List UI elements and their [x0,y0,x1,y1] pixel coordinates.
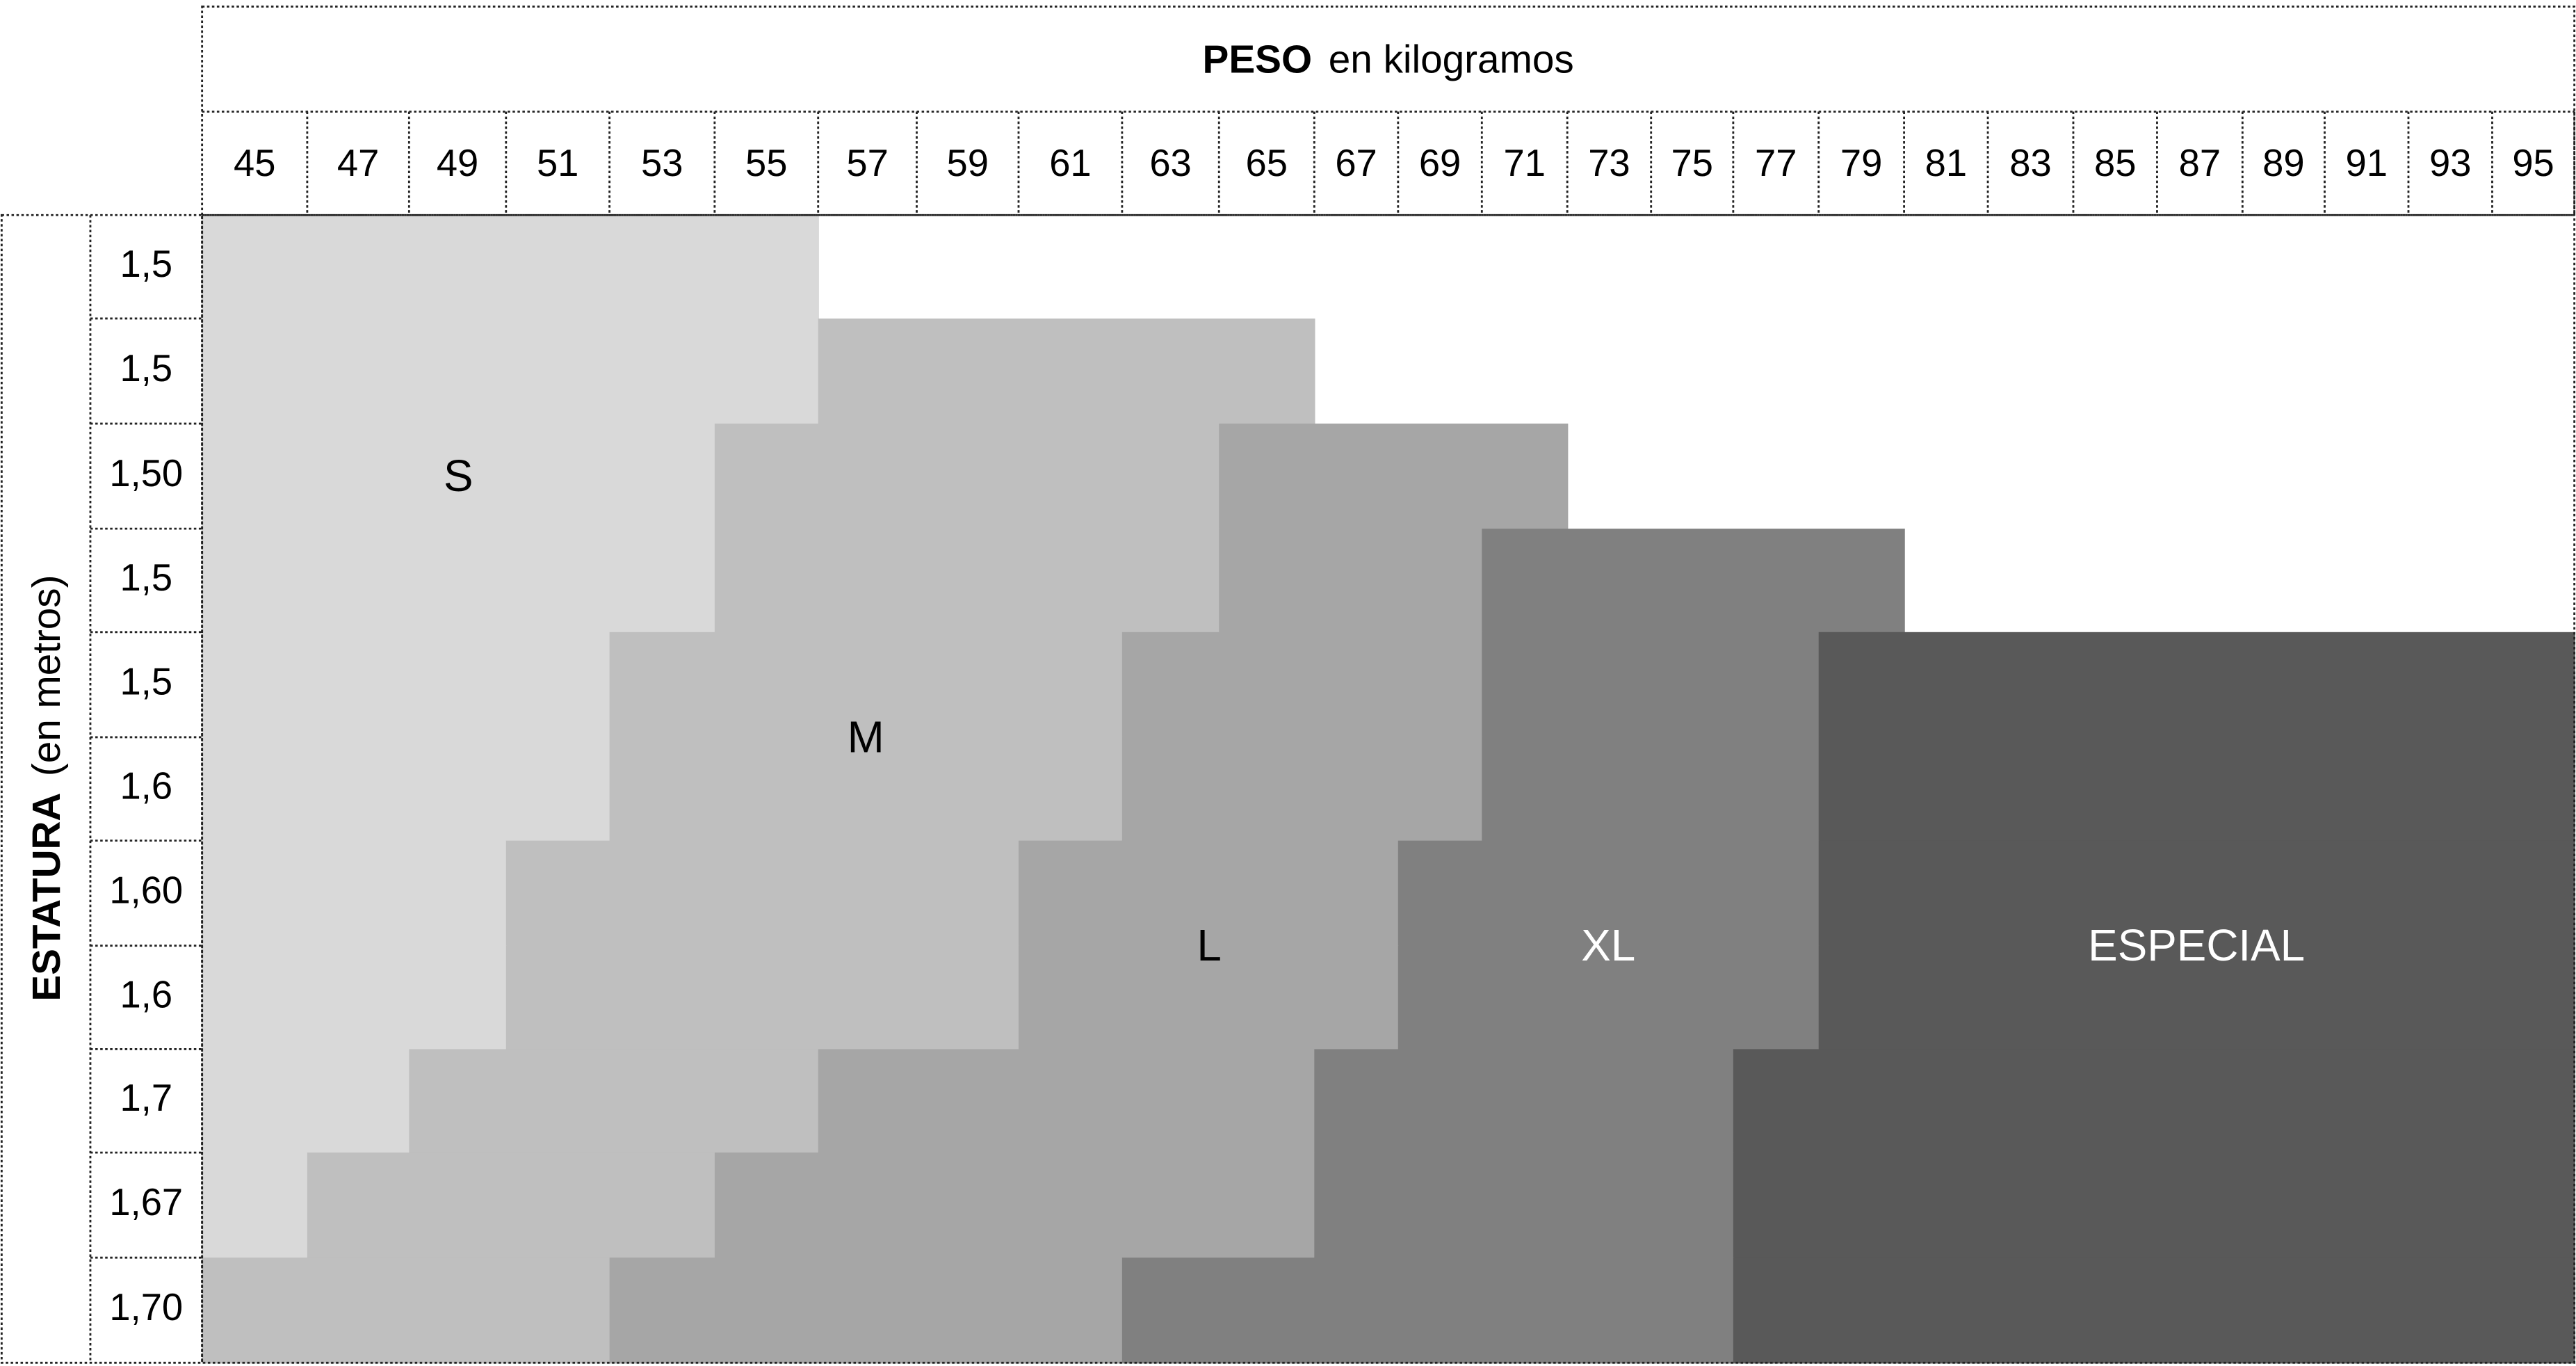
height-label: 1,7 [120,1077,173,1119]
weight-label: 61 [1049,142,1091,184]
zone-cell [1482,737,1820,842]
zone-cell [1018,945,1399,1050]
zone-cell [505,945,1020,1050]
weight-header: PESO en kilogramos [1203,38,1574,82]
zone-cell [714,1152,1315,1259]
height-header-rest: (en metros) [25,574,69,776]
zone-cell [202,737,610,842]
zone-cell [202,945,507,1050]
zone-cell [609,1257,1124,1364]
zone-cell [1818,840,2575,947]
weight-label: 49 [437,142,478,184]
zone-cell [1314,1049,1735,1154]
weight-label: 87 [2179,142,2221,184]
weight-label: 51 [537,142,578,184]
weight-label: 59 [947,142,989,184]
weight-label: 45 [234,142,275,184]
weight-label: 67 [1335,142,1377,184]
zone-label: ESPECIAL [2088,920,2305,970]
height-label: 1,6 [120,973,173,1015]
weight-label: 57 [846,142,888,184]
weight-label: 95 [2512,142,2554,184]
weight-label: 91 [2346,142,2388,184]
height-label: 1,6 [120,765,173,807]
weight-label: 83 [2009,142,2051,184]
zone-cell [1121,1257,1735,1364]
height-label: 1,67 [109,1181,183,1223]
zone-cell [714,424,1220,530]
zone-cell [1482,529,1905,634]
zone-cell [202,318,819,425]
zone-cell [202,1152,309,1259]
weight-label: 65 [1246,142,1288,184]
height-label: 1,60 [109,869,183,912]
zone-cell [202,632,610,739]
height-label: 1,50 [109,452,183,495]
zone-cell [1219,529,1483,634]
zone-cell [609,632,1124,739]
zone-label: S [444,451,473,501]
height-header-bold: ESTATURA [25,793,69,1002]
zone-cell [1733,1257,2575,1364]
weight-label: 47 [337,142,379,184]
weight-label: 79 [1840,142,1882,184]
zone-cell [202,1257,610,1364]
zone-cell [1121,632,1483,739]
zone-cell [202,529,716,634]
zone-cell [1482,632,1820,739]
zone-cell [409,1049,819,1154]
height-label: 1,70 [109,1286,183,1328]
zone-cell [1314,1152,1735,1259]
zone-cell [1818,632,2575,739]
height-label: 1,5 [120,243,173,285]
zone-cell [202,215,819,320]
zone-cell [1733,1049,2575,1154]
zone-label: M [848,712,884,762]
zone-cell [202,840,507,947]
zone-cell [1398,840,1820,947]
weight-label: 89 [2262,142,2304,184]
zone-cell [307,1152,716,1259]
zone-cell [1818,737,2575,842]
weight-label: 93 [2429,142,2471,184]
zone-cell [1818,945,2575,1050]
weight-header-bold: PESO [1203,38,1313,82]
weight-label: 85 [2094,142,2136,184]
height-label: 1,5 [120,347,173,389]
zone-cell [1219,424,1569,530]
zone-cell [609,737,1124,842]
zone-cell [505,840,1020,947]
height-label: 1,5 [120,661,173,703]
weight-label: 63 [1149,142,1191,184]
weight-label: 53 [641,142,683,184]
zone-cell [1018,840,1399,947]
weight-label: 69 [1419,142,1461,184]
weight-header-rest: en kilogramos [1329,38,1574,82]
zone-cell [818,318,1315,425]
zone-label: L [1197,920,1221,970]
zone-cell [714,529,1220,634]
zone-cell [202,1049,410,1154]
height-label: 1,5 [120,556,173,599]
height-header: ESTATURA (en metros) [25,574,69,1001]
zone-cell [1733,1152,2575,1259]
zone-label: XL [1581,920,1635,970]
weight-label: 77 [1755,142,1797,184]
weight-label: 81 [1925,142,1967,184]
weight-label: 55 [745,142,787,184]
weight-label: 71 [1504,142,1546,184]
zone-cell [818,1049,1315,1154]
zone-cell [1121,737,1483,842]
zone-cell [1398,945,1820,1050]
weight-label: 75 [1671,142,1713,184]
body-box [201,214,2576,1364]
zone-cell [202,424,716,530]
weight-label: 73 [1588,142,1630,184]
